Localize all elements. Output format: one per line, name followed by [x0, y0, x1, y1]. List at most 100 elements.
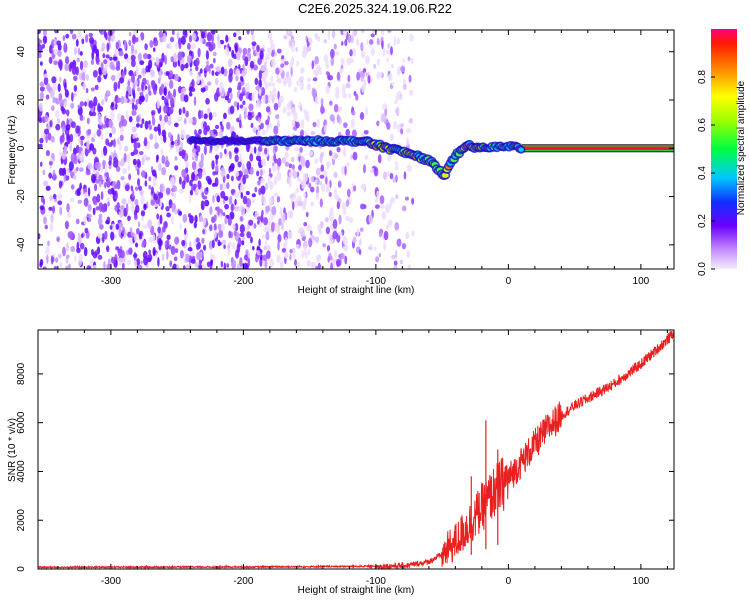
noise-speck: [45, 94, 50, 100]
noise-speck: [76, 187, 82, 196]
noise-speck: [153, 38, 159, 47]
noise-speck: [211, 42, 216, 50]
noise-speck: [238, 238, 242, 246]
noise-speck: [220, 66, 225, 75]
noise-speck: [223, 112, 227, 120]
noise-speck: [253, 223, 257, 229]
noise-speck: [180, 142, 184, 149]
noise-speck: [262, 71, 266, 80]
noise-speck: [339, 252, 345, 260]
noise-speck: [135, 98, 140, 105]
noise-speck: [396, 238, 402, 247]
noise-speck: [110, 74, 116, 82]
noise-speck: [411, 230, 415, 237]
noise-speck: [62, 132, 65, 139]
noise-speck: [209, 224, 213, 232]
noise-speck: [169, 260, 173, 268]
noise-speck: [134, 104, 138, 111]
noise-speck: [57, 253, 62, 259]
noise-speck: [149, 133, 154, 140]
noise-speck: [180, 63, 185, 72]
noise-speck: [203, 121, 208, 130]
noise-speck: [134, 79, 138, 86]
noise-speck: [75, 125, 80, 134]
noise-speck: [252, 245, 255, 251]
noise-speck: [376, 37, 380, 46]
noise-speck: [288, 210, 293, 219]
noise-speck: [284, 236, 288, 246]
noise-speck: [103, 59, 108, 65]
noise-speck: [395, 93, 400, 102]
noise-speck: [118, 50, 124, 57]
noise-speck: [156, 213, 160, 220]
noise-speck: [196, 243, 200, 251]
noise-speck: [48, 161, 53, 166]
noise-speck: [133, 148, 139, 155]
noise-speck: [406, 250, 411, 258]
noise-speck: [92, 69, 98, 78]
noise-speck: [306, 224, 312, 232]
noise-speck: [232, 224, 236, 231]
noise-speck: [239, 104, 244, 109]
noise-speck: [161, 52, 165, 62]
noise-speck: [157, 226, 161, 234]
noise-speck: [308, 182, 312, 189]
noise-speck: [315, 167, 321, 176]
noise-speck: [208, 177, 212, 185]
noise-speck: [224, 148, 227, 155]
noise-speck: [98, 213, 103, 219]
noise-speck: [374, 204, 380, 209]
noise-speck: [136, 178, 141, 187]
noise-speck: [378, 253, 382, 258]
noise-speck: [273, 125, 279, 135]
noise-speck: [136, 168, 140, 176]
noise-speck: [213, 214, 217, 222]
noise-speck: [327, 74, 334, 81]
noise-speck: [292, 170, 298, 179]
noise-speck: [79, 242, 85, 250]
noise-speck: [90, 173, 96, 184]
x-tick-label: -100: [366, 276, 386, 287]
noise-speck: [185, 62, 189, 69]
noise-speck: [135, 123, 140, 128]
noise-speck: [123, 53, 129, 60]
noise-speck: [185, 161, 190, 167]
noise-speck: [306, 83, 312, 91]
noise-speck: [267, 94, 271, 104]
noise-speck: [322, 243, 326, 248]
noise-speck: [163, 81, 169, 87]
noise-speck: [190, 258, 196, 264]
noise-speck: [350, 154, 354, 160]
noise-speck: [295, 244, 300, 249]
noise-speck: [112, 56, 118, 61]
noise-speck: [115, 246, 120, 251]
noise-speck: [185, 173, 190, 183]
noise-speck: [94, 183, 98, 192]
noise-speck: [276, 257, 281, 263]
noise-speck: [226, 182, 230, 190]
noise-speck: [274, 222, 279, 233]
noise-speck: [190, 171, 195, 182]
noise-speck: [273, 153, 277, 162]
noise-speck: [355, 93, 359, 101]
noise-speck: [234, 147, 239, 153]
noise-speck: [393, 36, 397, 47]
noise-speck: [141, 118, 145, 125]
noise-speck: [350, 118, 356, 128]
colorbar-ticks: 0.0 0.2 0.4 0.6 0.8: [697, 70, 715, 276]
noise-speck: [272, 87, 277, 97]
noise-speck: [205, 98, 210, 105]
noise-speck: [110, 111, 115, 121]
noise-speck: [202, 167, 206, 173]
noise-speck: [102, 67, 108, 76]
noise-speck: [52, 96, 56, 104]
noise-speck: [387, 73, 393, 81]
noise-speck: [258, 70, 263, 80]
noise-speck: [356, 228, 360, 238]
noise-speck: [393, 120, 397, 130]
noise-speck: [92, 207, 96, 216]
noise-speck: [239, 232, 245, 238]
y-tick-label: 20: [16, 94, 27, 106]
noise-speck: [320, 97, 324, 106]
